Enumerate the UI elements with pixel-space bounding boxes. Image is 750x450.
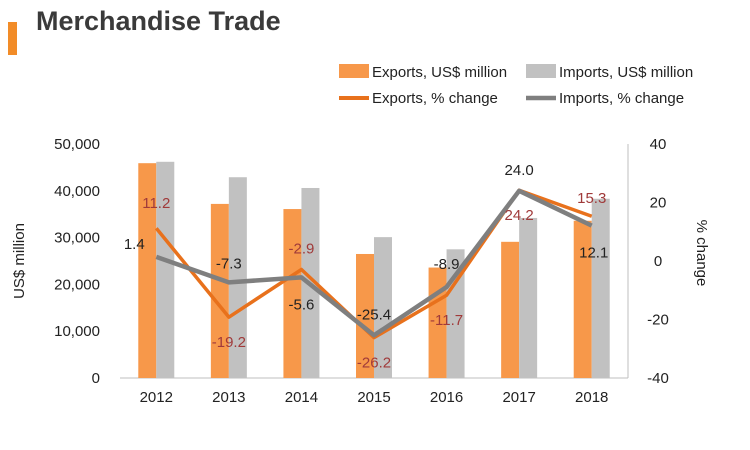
exports-change-label: -26.2 [357, 355, 391, 372]
exports-bar [356, 253, 374, 378]
legend-exports-bar-label: Exports, US$ million [372, 64, 507, 81]
y-tick-label: 20,000 [54, 276, 100, 293]
x-tick-label: 2012 [140, 389, 173, 406]
y-tick-label: 10,000 [54, 323, 100, 340]
exports-change-label: -19.2 [212, 334, 246, 351]
legend-imports-line-label: Imports, % change [559, 90, 684, 107]
imports-bar [156, 161, 175, 378]
exports-bar [210, 203, 229, 378]
imports-change-label: -7.3 [216, 255, 242, 272]
x-tick-label: 2015 [357, 389, 390, 406]
imports-change-label: -8.9 [434, 256, 460, 273]
y2-tick-label: -40 [647, 370, 669, 387]
x-tick-label: 2017 [502, 389, 535, 406]
exports-change-label: -2.9 [288, 240, 314, 257]
exports-bar [283, 209, 302, 378]
y-tick-label: 40,000 [54, 183, 100, 200]
imports-change-label: 24.0 [505, 162, 534, 179]
page-title: Merchandise Trade [36, 6, 281, 36]
imports-bar [228, 177, 247, 378]
imports-change-label: 1.4 [124, 236, 145, 253]
legend-exports-line-label: Exports, % change [372, 90, 498, 107]
x-tick-label: 2013 [212, 389, 245, 406]
imports-change-label: -5.6 [288, 296, 314, 313]
y2-tick-label: 40 [650, 136, 667, 153]
y-axis-title: US$ million [11, 223, 28, 299]
exports-bar [501, 241, 520, 378]
y2-tick-label: -20 [647, 312, 669, 329]
y2-tick-label: 20 [650, 195, 667, 212]
imports-change-label: 12.1 [579, 245, 608, 262]
y2-axis-title: % change [693, 220, 710, 287]
imports-change-label: -25.4 [357, 306, 391, 323]
x-tick-label: 2016 [430, 389, 463, 406]
y-tick-label: 30,000 [54, 230, 100, 247]
x-tick-label: 2018 [575, 389, 608, 406]
title-accent-bar [8, 22, 17, 55]
x-tick-label: 2014 [285, 389, 318, 406]
legend-exports-bar-swatch [339, 64, 369, 78]
y2-tick-label: 0 [654, 253, 662, 270]
exports-change-label: 15.3 [577, 190, 606, 207]
legend-imports-bar-label: Imports, US$ million [559, 64, 693, 81]
exports-change-label: 24.2 [505, 207, 534, 224]
exports-change-label: -11.7 [430, 312, 463, 329]
imports-bar [374, 237, 392, 378]
imports-change-line [155, 188, 593, 338]
imports-bar [591, 198, 610, 378]
exports-bar [138, 163, 157, 378]
y-tick-label: 50,000 [54, 136, 100, 153]
exports-bar [573, 220, 592, 378]
exports-change-label: 11.2 [142, 195, 170, 212]
y-tick-label: 0 [92, 370, 100, 387]
legend-imports-bar-swatch [526, 64, 556, 78]
imports-bar [519, 217, 538, 378]
